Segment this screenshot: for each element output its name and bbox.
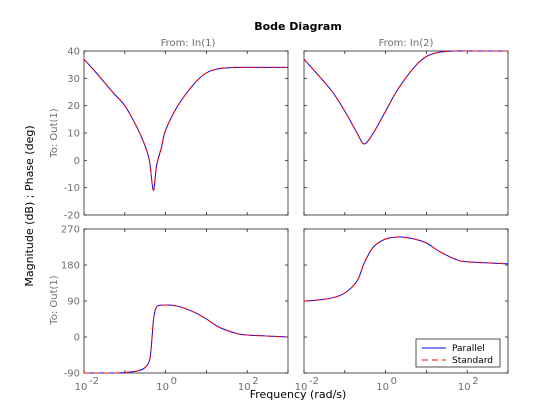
x-tick-label-r1c1-2: 10 [458, 382, 471, 393]
series-line-parallel-r1c1 [303, 236, 509, 302]
series-line-parallel-r1c0 [83, 304, 289, 374]
legend-label-standard: Standard [452, 356, 493, 366]
axes-box-r0c1 [303, 50, 509, 216]
series-line-standard-r0c0 [83, 58, 288, 191]
axes-box-r0c0 [83, 50, 289, 216]
y-tick-label-r1c0-0: -90 [64, 369, 80, 380]
x-tick-label-r1c0-1: 10 [156, 382, 169, 393]
series-line-parallel-r0c1 [303, 50, 508, 145]
axes-box-r1c0 [83, 228, 289, 374]
row-header-out1-phase: To: Out(1) [49, 275, 60, 325]
legend: Parallel Standard [415, 338, 501, 368]
x-axis-label: Frequency (rad/s) [250, 388, 347, 401]
y-tick-label-r0c0-6: 40 [67, 47, 80, 58]
series-line-standard-r1c1 [303, 236, 509, 302]
x-tick-label-r1c1-0: 10 [295, 382, 308, 393]
x-tick-exponent-r1c0-1: 0 [171, 376, 177, 387]
y-axis-label: Magnitude (dB) ; Phase (deg) [23, 125, 36, 286]
panel-r0c0: -20 -10 0 10 20 30 40 [64, 47, 289, 222]
y-tick-label-r0c0-1: -10 [64, 183, 80, 194]
legend-box [415, 338, 501, 368]
series-line-standard-r0c1 [303, 50, 508, 145]
column-header-in1: From: In(1) [161, 38, 216, 49]
y-tick-label-r0c0-0: -20 [64, 211, 80, 222]
plot-layer: -20-10010203040-9009018027010-210010210-… [61, 47, 509, 393]
x-tick-exponent-r1c1-2: 2 [472, 376, 478, 387]
y-tick-label-r1c0-1: 0 [74, 333, 80, 344]
x-tick-label-r1c1-1: 10 [376, 382, 389, 393]
series-line-standard-r1c0 [83, 304, 289, 374]
y-tick-label-r0c0-5: 30 [67, 74, 80, 85]
x-tick-exponent-r1c0-0: -2 [89, 376, 99, 387]
row-header-out1-magnitude: To: Out(1) [49, 108, 60, 158]
y-tick-label-r1c0-4: 270 [61, 225, 80, 236]
chart-title: Bode Diagram [254, 20, 342, 33]
panel-r0c1 [303, 50, 509, 216]
series-line-parallel-r0c0 [83, 58, 288, 191]
y-tick-label-r0c0-2: 0 [74, 156, 80, 167]
y-tick-label-r0c0-4: 20 [67, 101, 80, 112]
y-tick-label-r1c0-2: 90 [67, 297, 80, 308]
x-tick-exponent-r1c1-0: -2 [309, 376, 319, 387]
y-tick-label-r0c0-3: 10 [67, 129, 80, 140]
x-tick-label-r1c0-0: 10 [75, 382, 88, 393]
y-tick-label-r1c0-3: 180 [61, 261, 80, 272]
column-header-in2: From: In(2) [379, 38, 434, 49]
x-tick-exponent-r1c1-1: 0 [391, 376, 397, 387]
legend-label-parallel: Parallel [452, 344, 485, 354]
x-tick-label-r1c0-2: 10 [238, 382, 251, 393]
x-tick-exponent-r1c0-2: 2 [252, 376, 258, 387]
